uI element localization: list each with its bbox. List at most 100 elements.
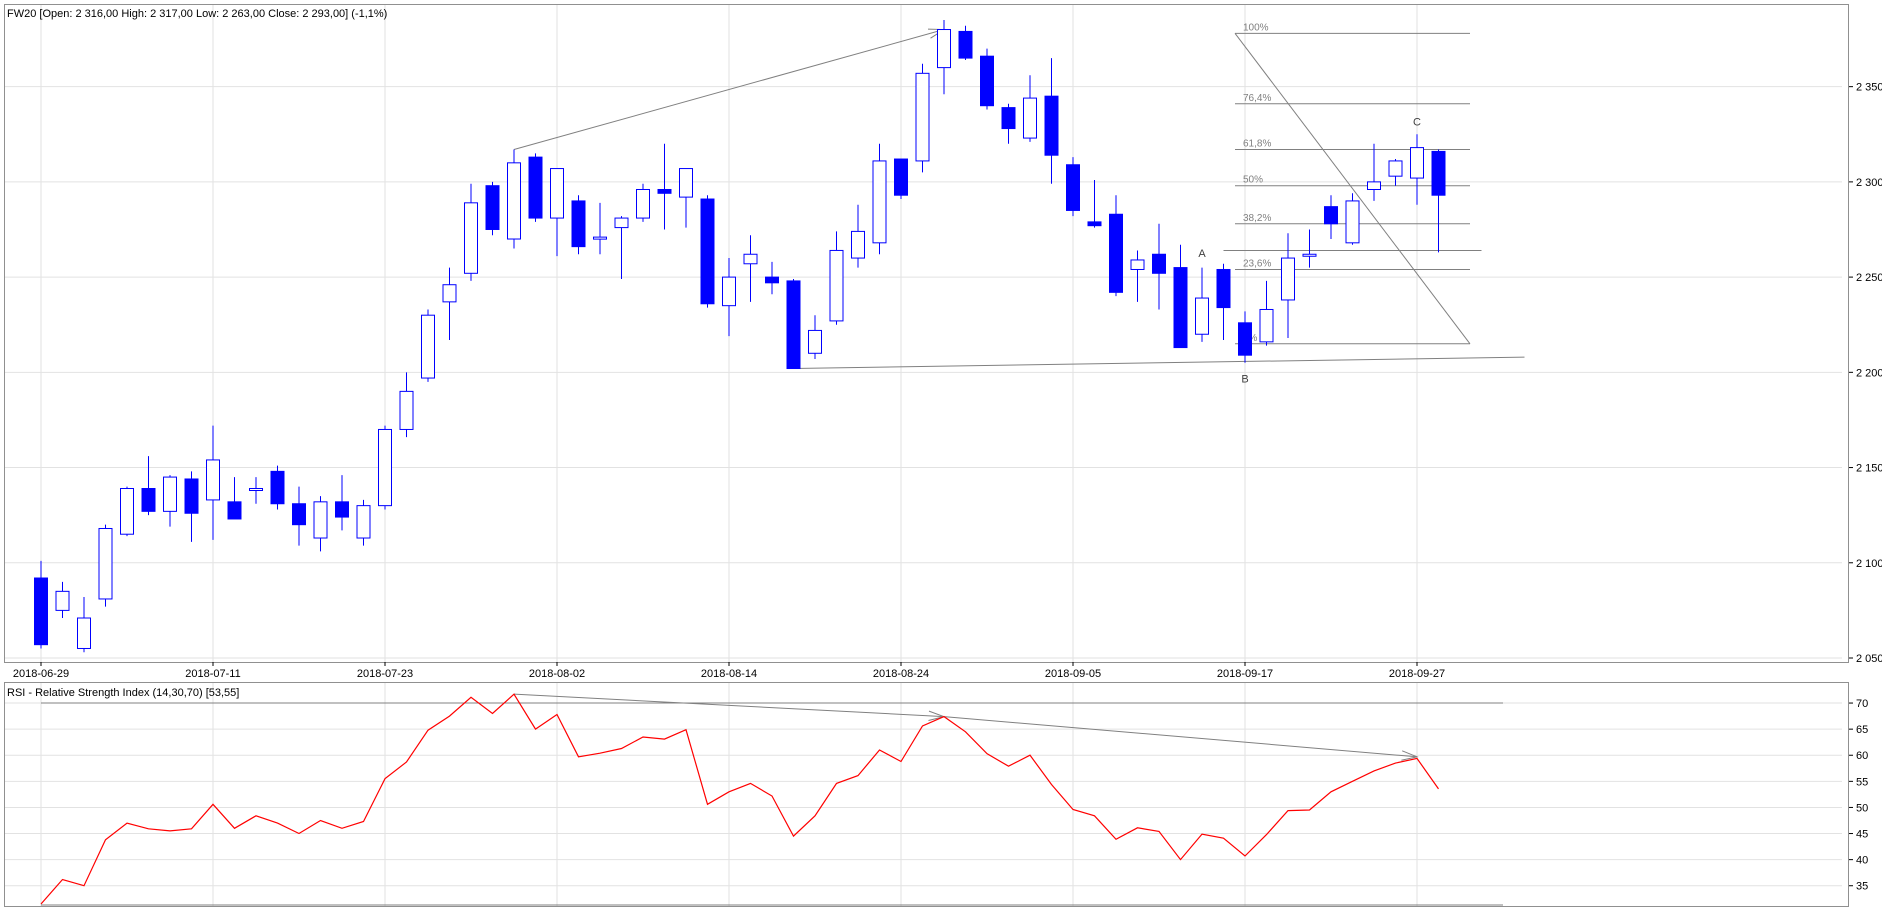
fib-level-label: 100%	[1243, 22, 1269, 33]
candle-down	[1109, 213, 1123, 293]
candle-down	[1238, 322, 1252, 356]
candle-up	[550, 168, 564, 219]
candle-down	[141, 488, 156, 512]
price-tick-label: 2 200	[1856, 367, 1882, 379]
candle-up	[593, 236, 607, 240]
fib-level-label: 76,4%	[1243, 93, 1271, 104]
candle-up	[829, 249, 844, 322]
candle-down	[1087, 221, 1102, 227]
candle-down	[1152, 253, 1166, 274]
price-tick-label: 2 250	[1856, 272, 1882, 284]
fib-level-label: 38,2%	[1243, 213, 1271, 224]
candle-down	[786, 280, 801, 370]
rsi-y-axis: 35 40 45 50 55 60 65 70	[1849, 698, 1868, 893]
candle-down	[1066, 164, 1080, 211]
date-tick-label: 2018-08-02	[529, 668, 585, 680]
candle-up	[1410, 147, 1424, 179]
price-tick-label: 2 350	[1856, 82, 1882, 94]
candle-down	[958, 30, 973, 59]
date-tick-label: 2018-09-17	[1217, 668, 1273, 680]
candle-up	[1023, 97, 1037, 139]
candle-down	[1001, 107, 1016, 130]
date-tick-label: 2018-06-29	[13, 668, 69, 680]
candle-up	[120, 488, 134, 535]
candle-down	[1216, 268, 1231, 309]
date-tick-label: 2018-09-05	[1045, 668, 1101, 680]
wave-label-b: B	[1241, 374, 1248, 386]
rsi-annotations	[41, 693, 1503, 906]
rsi-grid	[5, 683, 1842, 906]
price-tick-label: 2 100	[1856, 558, 1882, 570]
rsi-line	[40, 693, 1439, 905]
price-tick-label: 2 050	[1856, 653, 1882, 665]
rsi-trendline-head	[1401, 750, 1419, 761]
rsi-tick-label: 65	[1856, 724, 1868, 736]
candle-down	[227, 501, 242, 520]
candle-down	[34, 577, 48, 646]
candle-up	[442, 284, 457, 303]
candle-down	[528, 156, 543, 219]
rsi-tick-label: 60	[1856, 750, 1868, 762]
candle-up	[421, 314, 435, 379]
date-tick-label: 2018-08-24	[873, 668, 929, 680]
candle-up	[55, 590, 70, 611]
candle-up	[636, 188, 650, 219]
candle-down	[335, 501, 349, 518]
candle-down	[1173, 267, 1188, 349]
candle-up	[1195, 297, 1209, 335]
price-panel-frame	[4, 4, 1849, 663]
candle-down	[700, 198, 715, 305]
rsi-tick-label: 35	[1856, 881, 1868, 893]
candle-down	[1044, 95, 1059, 156]
rsi-tick-label: 45	[1856, 829, 1868, 841]
candle-up	[937, 29, 951, 69]
candle-up	[378, 428, 392, 507]
fib-diagonal-line	[1234, 33, 1471, 345]
candle-up	[313, 501, 328, 539]
candle-down	[765, 276, 779, 284]
price-tick-label: 2 150	[1856, 463, 1882, 475]
date-tick-label: 2018-07-11	[185, 668, 240, 680]
candle-up	[915, 72, 930, 162]
rsi-series	[40, 693, 1439, 905]
price-grid	[5, 5, 1842, 662]
candle-up	[77, 617, 91, 649]
wave-label-c: C	[1413, 116, 1421, 128]
date-tick-label: 2018-08-14	[701, 668, 757, 680]
rsi-tick-label: 50	[1856, 802, 1868, 814]
candle-up	[1302, 253, 1317, 257]
price-tick-label: 2 300	[1856, 177, 1882, 189]
candle-down	[485, 185, 500, 230]
price-trendline	[513, 29, 945, 150]
candle-up	[679, 168, 693, 198]
candle-down	[980, 55, 994, 107]
price-trendline	[793, 356, 1525, 370]
price-y-axis: 2 050 2 100 2 150 2 200 2 250 2 300 2 350	[1849, 82, 1882, 665]
date-tick-label: 2018-07-23	[357, 668, 413, 680]
candle-down	[184, 478, 199, 514]
rsi-tick-label: 70	[1856, 698, 1868, 710]
fib-level-label: 61,8%	[1243, 139, 1271, 150]
candle-down	[894, 158, 908, 196]
candle-up	[1388, 160, 1403, 177]
candle-up	[851, 230, 865, 259]
candle-up	[1259, 308, 1274, 343]
candle-up	[464, 202, 478, 274]
fib-level-label: 23,6%	[1243, 258, 1271, 269]
candle-up	[614, 217, 629, 229]
candle-down	[270, 470, 285, 505]
candle-up	[1281, 257, 1295, 301]
candle-up	[743, 253, 758, 265]
candlestick-series	[34, 20, 1446, 653]
candle-up	[808, 329, 822, 354]
price-panel-header: FW20 [Open: 2 316,00 High: 2 317,00 Low:…	[7, 8, 387, 20]
candle-down	[571, 200, 586, 248]
rsi-panel-header: RSI - Relative Strength Index (14,30,70)…	[7, 687, 239, 699]
candle-up	[206, 459, 220, 501]
candle-up	[98, 527, 113, 600]
date-tick-label: 2018-09-27	[1389, 668, 1445, 680]
candle-up	[872, 160, 887, 244]
